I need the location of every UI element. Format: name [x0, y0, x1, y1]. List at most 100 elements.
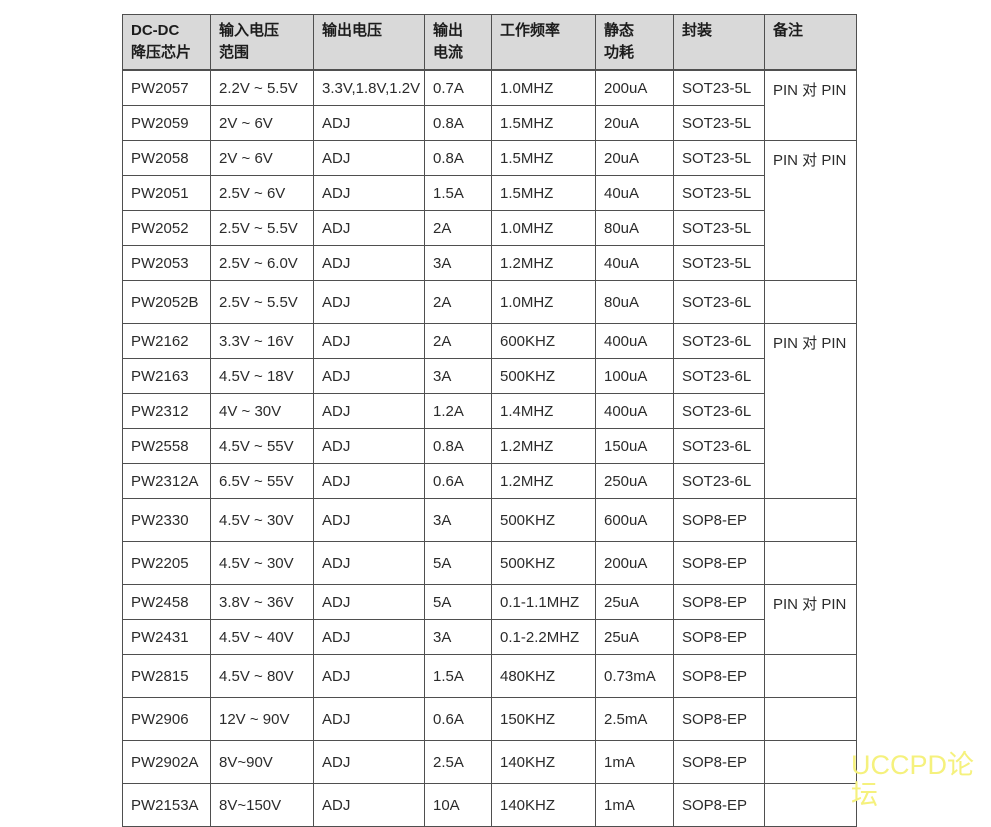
cell-vout: ADJ: [313, 393, 425, 429]
cell-freq: 480KHZ: [491, 654, 596, 698]
cell-vout: ADJ: [313, 654, 425, 698]
cell-vout: ADJ: [313, 358, 425, 394]
cell-iq: 40uA: [595, 245, 674, 281]
cell-vin: 8V~90V: [210, 740, 314, 784]
table-row: PW2312A 6.5V ~ 55V ADJ 0.6A 1.2MHZ 250uA SOT23…: [122, 463, 857, 499]
cell-freq: 1.0MHZ: [491, 210, 596, 246]
cell-vin: 4V ~ 30V: [210, 393, 314, 429]
cell-vin: 4.5V ~ 30V: [210, 498, 314, 542]
table-row: PW2052 2.5V ~ 5.5V ADJ 2A 1.0MHZ 80uA SOT23-5L: [122, 210, 857, 246]
cell-pkg: SOP8-EP: [673, 654, 765, 698]
table-row: PW2330 4.5V ~ 30V ADJ 3A 500KHZ 600uA SOP8-EP: [122, 498, 857, 542]
col-header-chip-line1: DC-DC: [131, 22, 180, 39]
cell-freq: 140KHZ: [491, 740, 596, 784]
cell-chip: PW2902A: [122, 740, 211, 784]
col-header-remark-line1: 备注: [773, 22, 804, 39]
cell-freq: 150KHZ: [491, 697, 596, 741]
cell-vout: ADJ: [313, 783, 425, 827]
col-header-chip-line2: 降压芯片: [131, 43, 192, 61]
cell-freq: 1.4MHZ: [491, 393, 596, 429]
cell-iq: 200uA: [595, 69, 674, 106]
cell-freq: 500KHZ: [491, 498, 596, 542]
cell-freq: 500KHZ: [491, 358, 596, 394]
cell-vin: 12V ~ 90V: [210, 697, 314, 741]
table-row: PW2153A 8V~150V ADJ 10A 140KHZ 1mA SOP8-EP: [122, 783, 857, 827]
forum-watermark: UCCPD论坛: [851, 750, 975, 810]
col-header-vout-line1: 输出电压: [322, 22, 383, 39]
cell-iq: 600uA: [595, 498, 674, 542]
cell-freq: 1.2MHZ: [491, 245, 596, 281]
cell-chip: PW2153A: [122, 783, 211, 827]
cell-vin: 3.8V ~ 36V: [210, 584, 314, 620]
cell-pkg: SOP8-EP: [673, 619, 765, 655]
cell-iq: 80uA: [595, 280, 674, 324]
cell-iq: 400uA: [595, 393, 674, 429]
cell-remark: [764, 697, 857, 741]
table-row: PW2902A 8V~90V ADJ 2.5A 140KHZ 1mA SOP8-EP: [122, 740, 857, 784]
cell-pkg: SOT23-5L: [673, 69, 765, 106]
table-row: PW2057 2.2V ~ 5.5V 3.3V,1.8V,1.2V 0.7A 1.0MH…: [122, 69, 857, 141]
table-row: PW2051 2.5V ~ 6V ADJ 1.5A 1.5MHZ 40uA SOT23-5L: [122, 175, 857, 211]
col-header-iout-line1: 输出: [433, 22, 464, 39]
table-row: PW2052B 2.5V ~ 5.5V ADJ 2A 1.0MHZ 80uA SOT23-6…: [122, 280, 857, 324]
cell-vin: 2V ~ 6V: [210, 140, 314, 176]
cell-iq: 100uA: [595, 358, 674, 394]
cell-vout: ADJ: [313, 428, 425, 464]
col-header-freq-line1: 工作频率: [500, 22, 561, 39]
cell-iq: 20uA: [595, 140, 674, 176]
cell-chip: PW2058: [122, 140, 211, 176]
table-row: PW2458 3.8V ~ 36V ADJ 5A 0.1-1.1MHZ 25uA SOP8-…: [122, 584, 857, 655]
cell-vin: 4.5V ~ 55V: [210, 428, 314, 464]
cell-remark: [764, 498, 857, 542]
cell-vout: ADJ: [313, 584, 425, 620]
cell-remark: PIN 对 PIN: [764, 323, 857, 499]
cell-iout: 2A: [424, 210, 492, 246]
col-header-package-line1: 封装: [682, 22, 713, 39]
cell-vin: 2.5V ~ 5.5V: [210, 280, 314, 324]
cell-iout: 0.6A: [424, 463, 492, 499]
cell-vout: 3.3V,1.8V,1.2V: [313, 69, 425, 106]
cell-pkg: SOP8-EP: [673, 740, 765, 784]
cell-chip: PW2163: [122, 358, 211, 394]
cell-vout: ADJ: [313, 280, 425, 324]
cell-pkg: SOT23-5L: [673, 210, 765, 246]
cell-iout: 2.5A: [424, 740, 492, 784]
cell-remark: PIN 对 PIN: [764, 584, 857, 655]
cell-iout: 1.5A: [424, 175, 492, 211]
cell-pkg: SOT23-5L: [673, 105, 765, 141]
cell-chip: PW2057: [122, 69, 211, 106]
col-header-package: 封装: [673, 14, 765, 71]
cell-iout: 3A: [424, 358, 492, 394]
table-row: PW2815 4.5V ~ 80V ADJ 1.5A 480KHZ 0.73mA SOP8-…: [122, 654, 857, 698]
cell-iout: 10A: [424, 783, 492, 827]
cell-freq: 1.2MHZ: [491, 463, 596, 499]
cell-iout: 3A: [424, 245, 492, 281]
cell-chip: PW2162: [122, 323, 211, 359]
table-row: PW2906 12V ~ 90V ADJ 0.6A 150KHZ 2.5mA SOP8-EP: [122, 697, 857, 741]
cell-chip: PW2051: [122, 175, 211, 211]
col-header-iout: 输出 电流: [424, 14, 492, 71]
col-header-freq: 工作频率: [491, 14, 596, 71]
cell-iq: 25uA: [595, 584, 674, 620]
cell-vin: 2.5V ~ 6V: [210, 175, 314, 211]
cell-iout: 5A: [424, 584, 492, 620]
cell-pkg: SOT23-5L: [673, 140, 765, 176]
cell-freq: 1.0MHZ: [491, 280, 596, 324]
header-row: DC-DC 降压芯片 输入电压 范围 输出电压 输出 电流 工作频率: [122, 14, 857, 71]
page: DC-DC 降压芯片 输入电压 范围 输出电压 输出 电流 工作频率: [122, 14, 974, 827]
cell-iout: 0.8A: [424, 428, 492, 464]
col-header-iq-line2: 功耗: [604, 43, 635, 61]
dcdc-buck-chip-table: DC-DC 降压芯片 输入电压 范围 输出电压 输出 电流 工作频率: [122, 14, 857, 827]
table-row: PW2312 4V ~ 30V ADJ 1.2A 1.4MHZ 400uA SOT23-6L: [122, 393, 857, 429]
cell-iout: 3A: [424, 619, 492, 655]
table-row: PW2053 2.5V ~ 6.0V ADJ 3A 1.2MHZ 40uA SOT23-5L: [122, 245, 857, 281]
cell-iq: 20uA: [595, 105, 674, 141]
cell-pkg: SOT23-6L: [673, 358, 765, 394]
cell-freq: 1.5MHZ: [491, 140, 596, 176]
cell-vout: ADJ: [313, 210, 425, 246]
cell-pkg: SOP8-EP: [673, 498, 765, 542]
cell-chip: PW2906: [122, 697, 211, 741]
cell-vout: ADJ: [313, 498, 425, 542]
cell-vin: 2.2V ~ 5.5V: [210, 69, 314, 106]
cell-vout: ADJ: [313, 697, 425, 741]
